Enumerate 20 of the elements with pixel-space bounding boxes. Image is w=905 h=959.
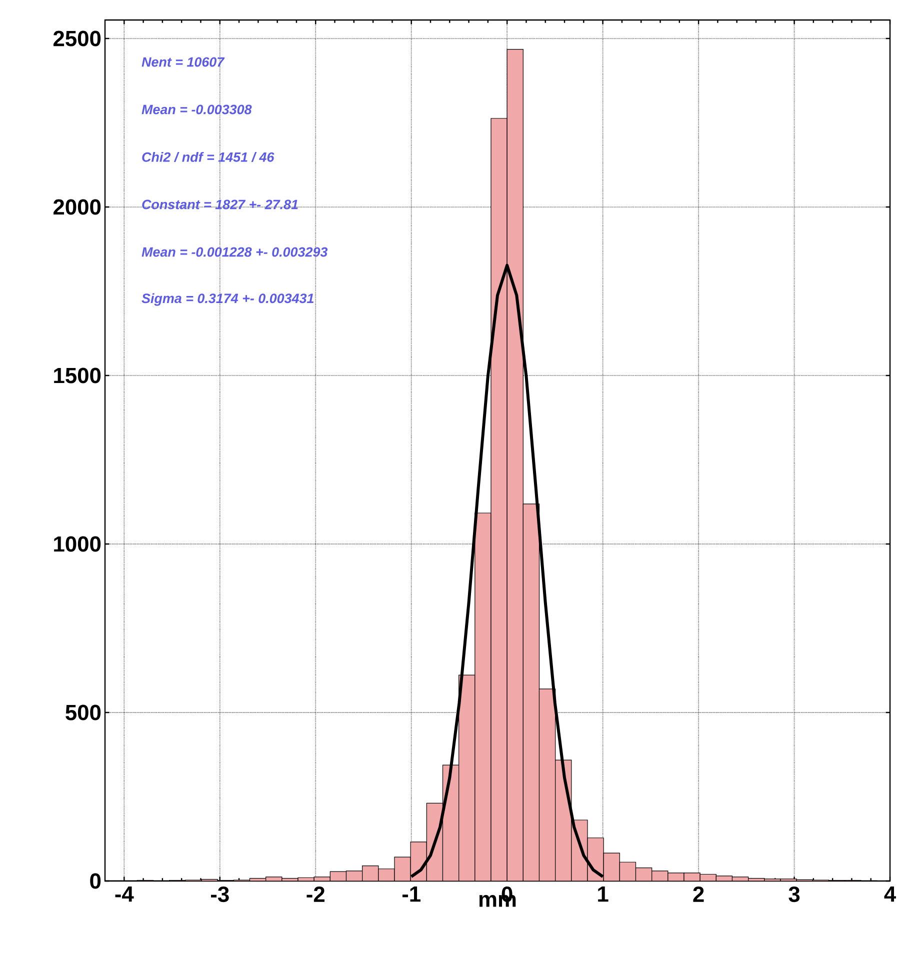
y-tick-label: 1000 bbox=[54, 536, 101, 552]
annotation: Sigma = 0.3174 +- 0.003431 bbox=[142, 293, 314, 306]
annotation: Nent = 10607 bbox=[142, 57, 225, 67]
x-tick-label: -1 bbox=[402, 886, 420, 902]
annotation: Mean = -0.001228 +- 0.003293 bbox=[142, 247, 328, 257]
y-tick-label: 1500 bbox=[54, 368, 101, 384]
y-tick-label: 2500 bbox=[53, 30, 101, 46]
annotation: Chi2 / ndf = 1451 / 46 bbox=[142, 152, 274, 162]
x-tick-label: -4 bbox=[115, 886, 134, 902]
annotation: Mean = -0.003308 bbox=[142, 104, 252, 114]
x-tick-label: 2 bbox=[693, 886, 704, 902]
x-tick-label: -3 bbox=[210, 886, 229, 902]
y-tick-label: 500 bbox=[66, 704, 101, 720]
x-tick-label: 3 bbox=[788, 886, 800, 902]
x-tick-label: -2 bbox=[306, 886, 324, 902]
x-tick-label: 4 bbox=[884, 886, 896, 902]
x-tick-label: 1 bbox=[598, 886, 608, 902]
y-tick-label: 2000 bbox=[53, 199, 101, 215]
annotation: Constant = 1827 +- 27.81 bbox=[142, 200, 298, 210]
y-tick-label: 0 bbox=[90, 873, 101, 889]
